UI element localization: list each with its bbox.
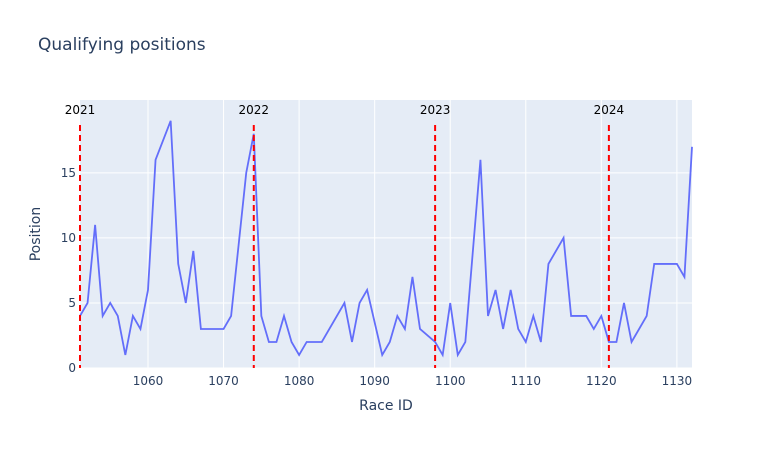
x-axis-title: Race ID — [359, 398, 413, 414]
x-tick-label: 1110 — [511, 374, 542, 388]
x-tick-label: 1090 — [359, 374, 390, 388]
y-tick-label: 15 — [61, 166, 76, 180]
y-tick-label: 0 — [68, 361, 76, 375]
y-tick-label: 5 — [68, 296, 76, 310]
x-tick-label: 1060 — [133, 374, 164, 388]
y-tick-label: 10 — [61, 231, 76, 245]
x-tick-label: 1100 — [435, 374, 466, 388]
chart-title: Qualifying positions — [38, 35, 206, 55]
vertical-line-label: 2023 — [420, 103, 451, 117]
line — [79, 120, 693, 358]
x-tick-label: 1070 — [208, 374, 239, 388]
vertical-line-label: 2024 — [594, 103, 625, 117]
vertical-line-label: 2021 — [65, 103, 96, 117]
x-tick-label: 1130 — [662, 374, 693, 388]
y-axis-title: Position — [28, 207, 44, 262]
x-tick-label: 1080 — [284, 374, 315, 388]
x-tick-label: 1120 — [586, 374, 617, 388]
vertical-line-label: 2022 — [239, 103, 270, 117]
